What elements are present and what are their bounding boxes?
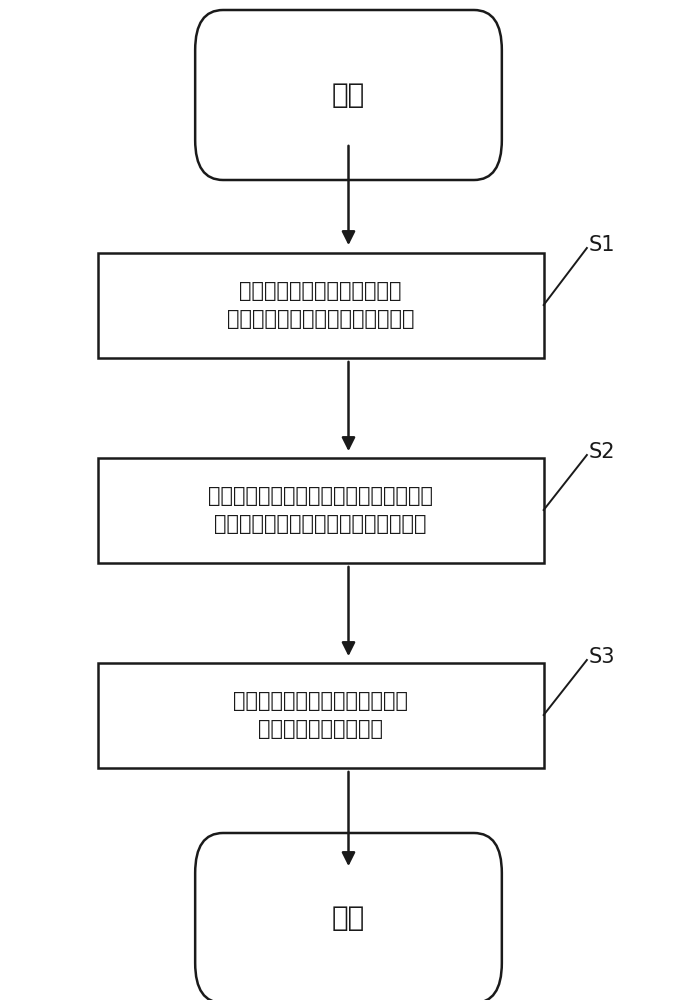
Text: 基于吸气压力开关的通断信号，确定压缩
机的吸气压力落入的预设吸气压力区间: 基于吸气压力开关的通断信号，确定压缩 机的吸气压力落入的预设吸气压力区间 xyxy=(208,486,433,534)
FancyBboxPatch shape xyxy=(195,833,502,1000)
Text: 当制冷系统处于制冷模式时，
获取多个吸气压力开关的通断信号: 当制冷系统处于制冷模式时， 获取多个吸气压力开关的通断信号 xyxy=(227,281,415,329)
Text: 开始: 开始 xyxy=(332,81,365,109)
FancyBboxPatch shape xyxy=(195,10,502,180)
Text: S3: S3 xyxy=(589,647,615,667)
FancyBboxPatch shape xyxy=(98,253,544,358)
FancyBboxPatch shape xyxy=(98,458,544,562)
Text: S2: S2 xyxy=(589,442,615,462)
FancyBboxPatch shape xyxy=(98,663,544,768)
Text: 基于落入的预设吸气压力区间，
控制压缩机的运行频率: 基于落入的预设吸气压力区间， 控制压缩机的运行频率 xyxy=(233,691,408,739)
Text: 结束: 结束 xyxy=(332,904,365,932)
Text: S1: S1 xyxy=(589,235,615,255)
